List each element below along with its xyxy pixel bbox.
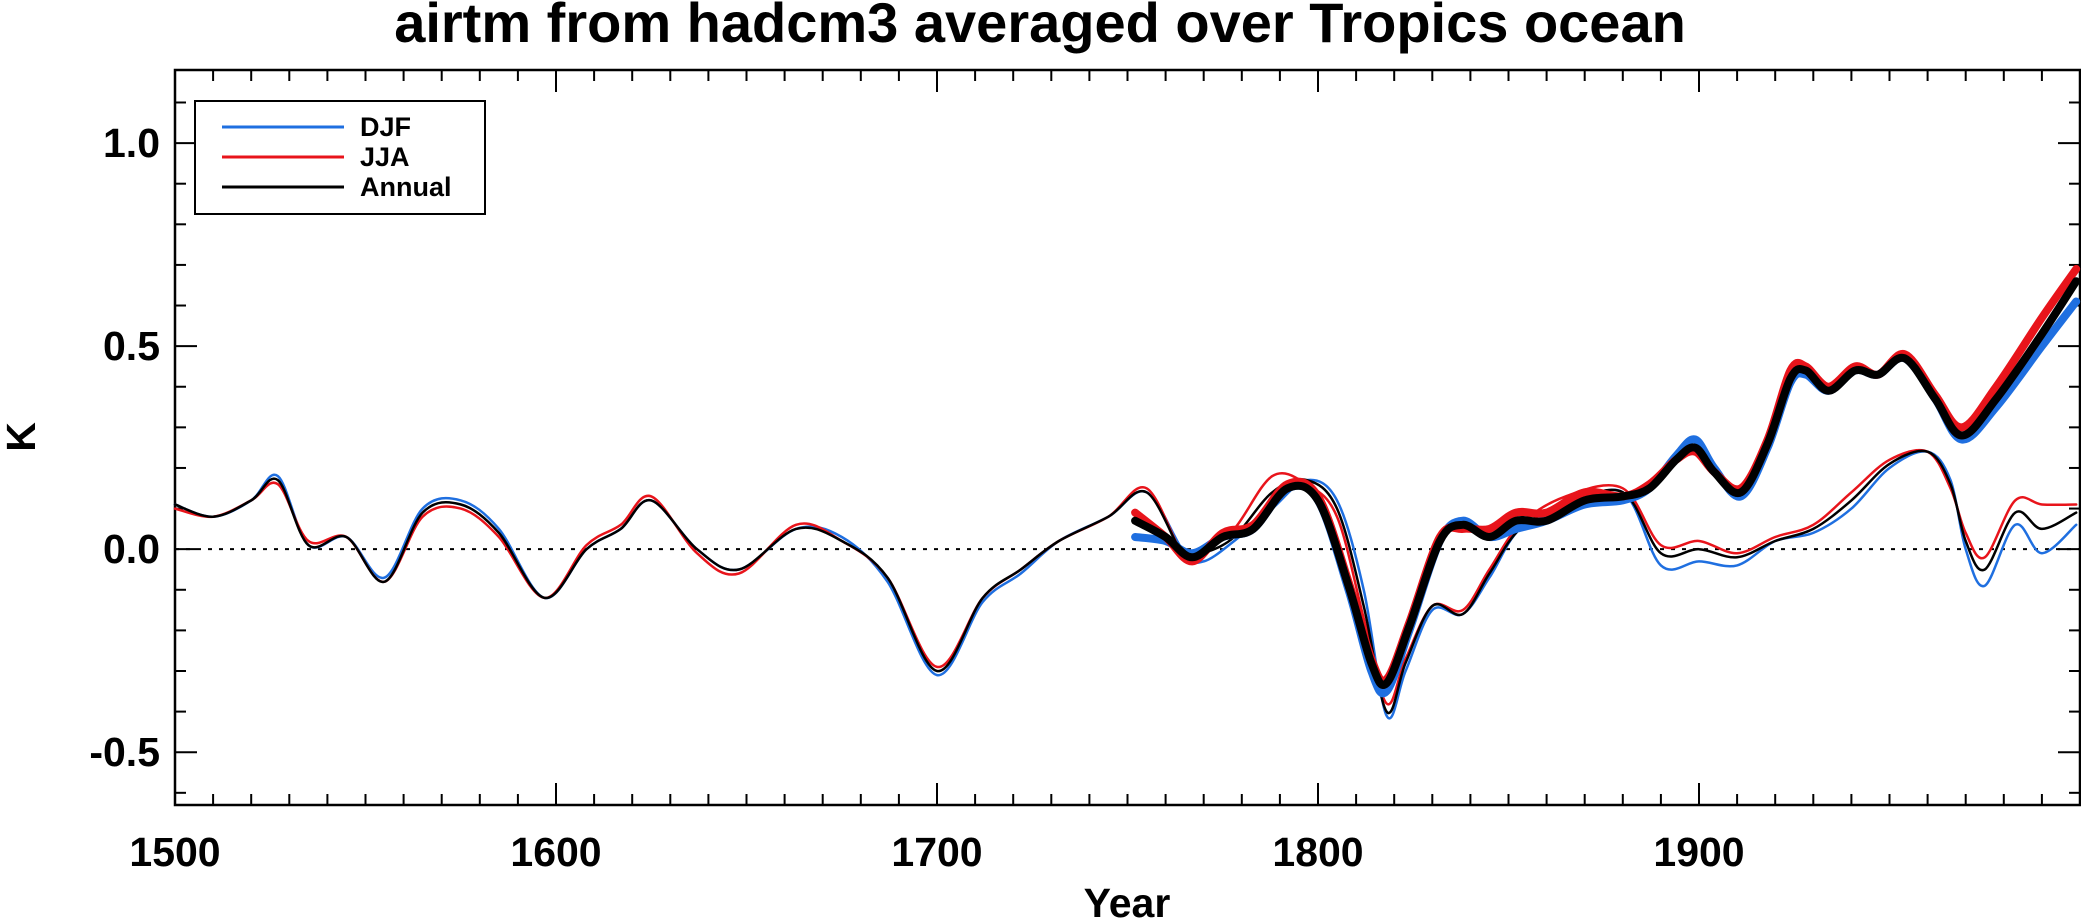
chart-title: airtm from hadcm3 averaged over Tropics …: [394, 0, 1686, 54]
x-tick-label: 1600: [510, 829, 601, 875]
y-axis-label: K: [0, 422, 44, 452]
x-tick-label: 1800: [1272, 829, 1363, 875]
series-line-djf-thin: [173, 450, 2078, 720]
legend: DJF JJA Annual: [194, 100, 486, 215]
series-line-jja-thin: [173, 448, 2078, 706]
y-tick-label: -0.5: [89, 729, 160, 775]
legend-label-jja: JJA: [360, 142, 410, 172]
x-tick-label: 1500: [129, 829, 220, 875]
y-tick-label: 1.0: [103, 120, 160, 166]
legend-label-annual: Annual: [360, 172, 452, 202]
legend-label-djf: DJF: [360, 112, 411, 142]
axis-ticks: 1500 1600 1700 1800 1900 -0.5 0.0 0.5 1.0: [89, 70, 2081, 875]
x-axis-label: Year: [1084, 880, 1171, 923]
y-tick-label: 0.0: [103, 526, 160, 572]
x-tick-label: 1700: [891, 829, 982, 875]
series-lines: [173, 265, 2081, 720]
series-line-annual-thick: [1131, 277, 2081, 689]
series-line-annual-thin: [173, 449, 2078, 715]
y-tick-label: 0.5: [103, 323, 160, 369]
x-tick-label: 1900: [1653, 829, 1744, 875]
